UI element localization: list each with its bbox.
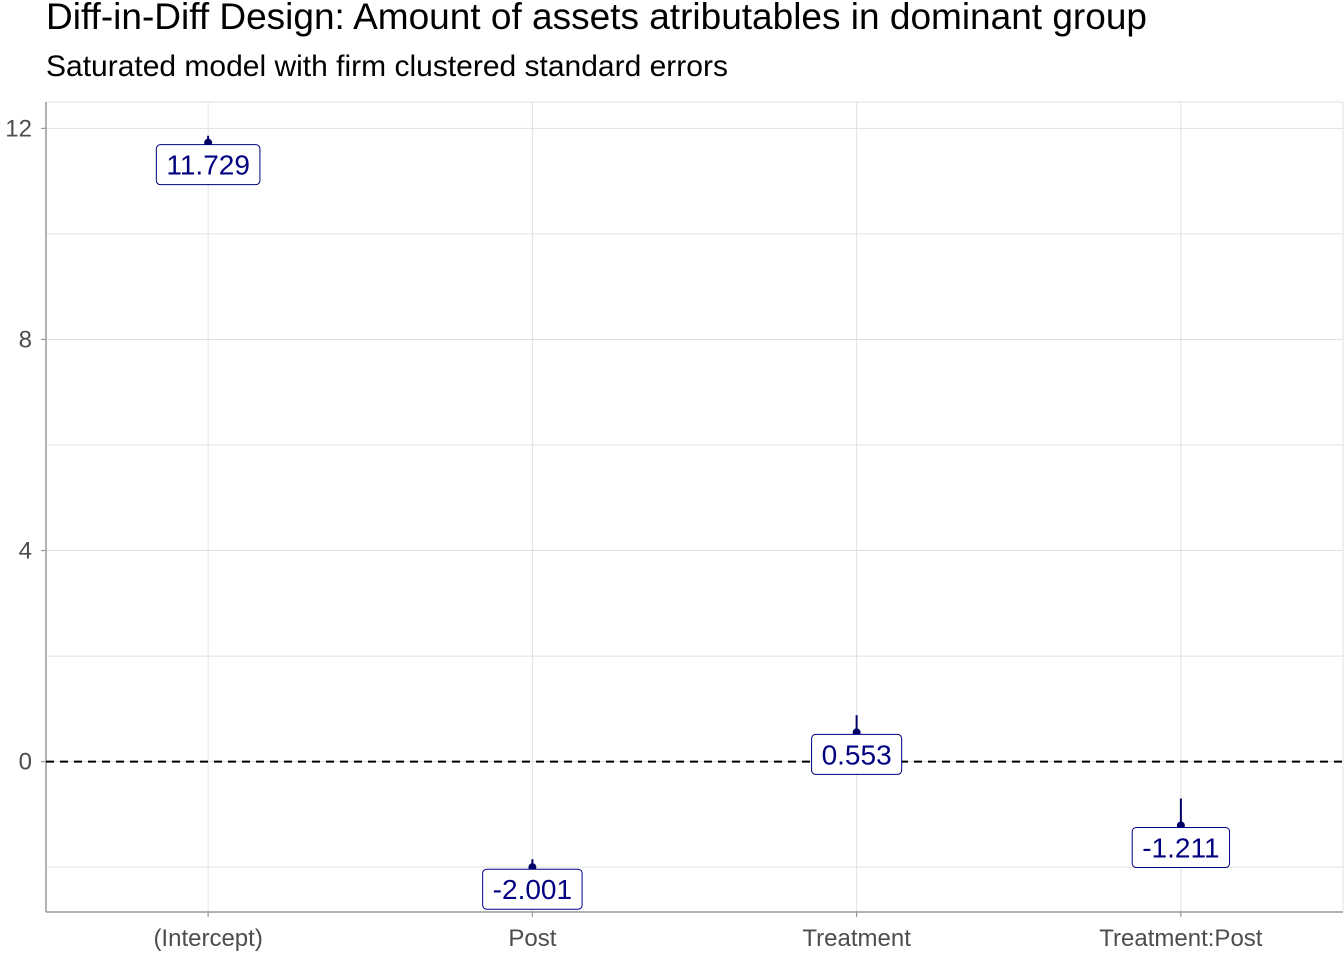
chart-title: Diff-in-Diff Design: Amount of assets at…	[46, 0, 1147, 37]
coefficient-marks	[204, 135, 1185, 883]
y-tick-label: 0	[19, 749, 32, 776]
chart-subtitle: Saturated model with firm clustered stan…	[46, 50, 728, 83]
data-label-box	[155, 144, 261, 186]
data-label-box	[1131, 827, 1231, 869]
x-tick-label: Post	[508, 925, 556, 952]
data-label-box	[482, 868, 583, 910]
x-tick-label: Treatment:Post	[1099, 925, 1263, 952]
grid-lines	[46, 102, 1343, 912]
coefficient-data-label: -1.211	[1131, 827, 1231, 869]
coefficient-labels: 11.729 -2.001 0.553 -1.211	[155, 144, 1231, 910]
tick-labels: 0 4 8 12 (Intercept) Post Treatment Treatment:P…	[5, 115, 1262, 952]
x-tick-label: Treatment	[802, 925, 911, 952]
data-label-value: 11.729	[166, 150, 250, 181]
y-tick-label: 8	[19, 326, 32, 353]
axes	[41, 101, 1344, 917]
y-tick-label: 4	[19, 538, 32, 565]
data-label-value: -1.211	[1142, 833, 1219, 864]
data-label-value: 0.553	[822, 739, 892, 770]
data-label-value: -2.001	[493, 874, 572, 905]
coefficient-data-label: -2.001	[482, 868, 583, 910]
coefficient-data-label: 0.553	[811, 733, 903, 775]
coefficient-data-label: 11.729	[155, 144, 261, 186]
x-tick-label: (Intercept)	[153, 925, 262, 952]
y-tick-label: 12	[5, 115, 32, 142]
data-label-box	[811, 733, 903, 775]
